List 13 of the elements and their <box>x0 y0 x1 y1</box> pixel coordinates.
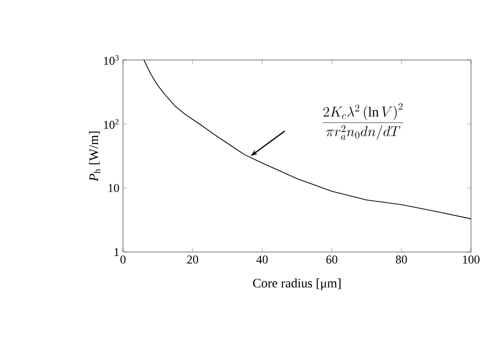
x-axis-title: Core radius [μm] <box>253 278 341 290</box>
x-tick-label: 40 <box>256 256 268 264</box>
y-tick-label: 10 <box>108 184 120 192</box>
y-tick-label: 10$^{2}$ <box>104 119 119 129</box>
y-tick-label: 10$^{3}$ <box>104 55 119 65</box>
y-axis-title: P$_{h}$ [W/m] <box>89 132 100 182</box>
x-tick-label: 60 <box>326 256 338 264</box>
y-tick-label: 1 <box>114 248 119 256</box>
x-tick-label: 100 <box>463 256 480 264</box>
x-tick-label: 80 <box>396 256 407 264</box>
annotation: $\frac{2K_c\lambda^2\left(\ln V\right)^2}{\pi r_a^2 n_0 dn/dT}$ <box>322 102 404 140</box>
x-tick-label: 0 <box>120 256 126 264</box>
x-tick-label: 20 <box>187 256 198 264</box>
